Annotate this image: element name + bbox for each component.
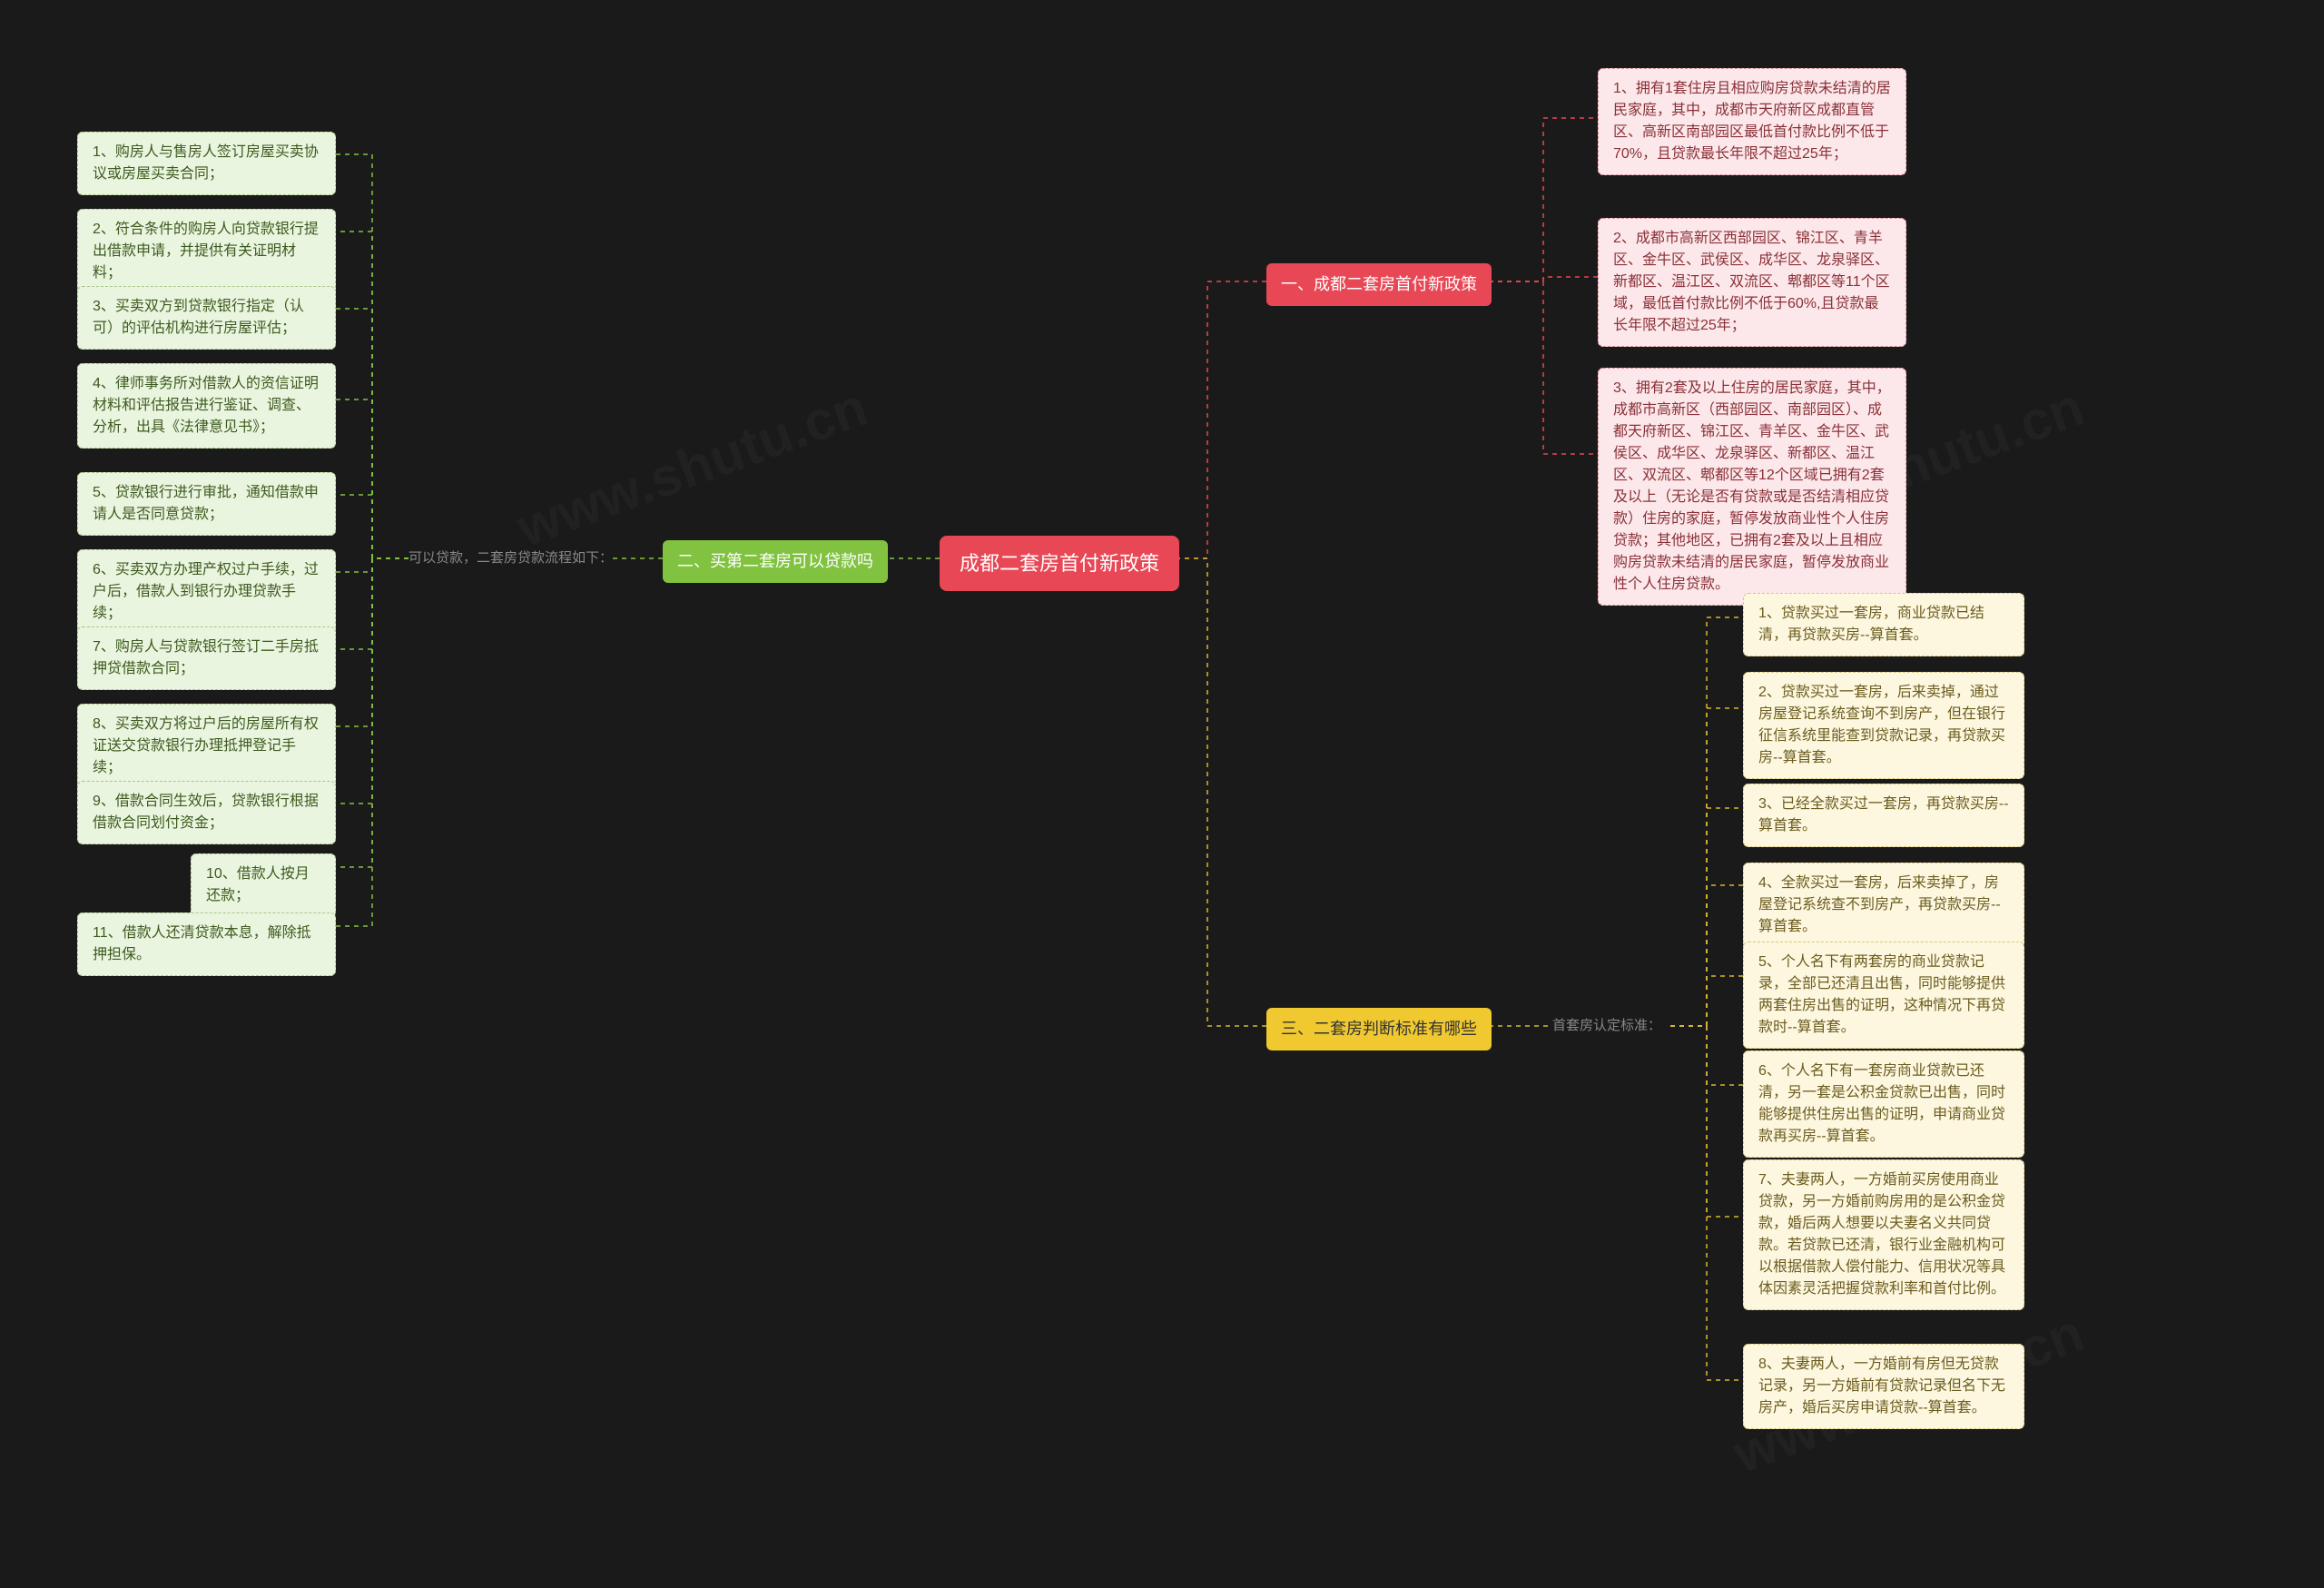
branch-2-leaf-10[interactable]: 10、借款人按月还款； [191, 853, 336, 917]
mindmap-root[interactable]: 成都二套房首付新政策 [940, 536, 1179, 591]
branch-3-leaf-4[interactable]: 4、全款买过一套房，后来卖掉了，房屋登记系统查不到房产，再贷款买房--算首套。 [1743, 863, 2024, 948]
branch-3-leaf-1[interactable]: 1、贷款买过一套房，商业贷款已结清，再贷款买房--算首套。 [1743, 593, 2024, 656]
branch-2-leaf-7[interactable]: 7、购房人与贷款银行签订二手房抵押贷借款合同； [77, 626, 336, 690]
branch-3-leaf-6[interactable]: 6、个人名下有一套房商业贷款已还清，另一套是公积金贷款已出售，同时能够提供住房出… [1743, 1050, 2024, 1158]
branch-2-sublabel: 可以贷款，二套房贷款流程如下： [409, 547, 613, 567]
branch-3-leaf-8[interactable]: 8、夫妻两人，一方婚前有房但无贷款记录，另一方婚前有贷款记录但名下无房产，婚后买… [1743, 1344, 2024, 1429]
branch-1-leaf-2[interactable]: 2、成都市高新区西部园区、锦江区、青羊区、金牛区、武侯区、成华区、龙泉驿区、新都… [1598, 218, 1906, 347]
branch-2-leaf-6[interactable]: 6、买卖双方办理产权过户手续，过户后，借款人到银行办理贷款手续； [77, 549, 336, 635]
branch-1[interactable]: 一、成都二套房首付新政策 [1266, 263, 1492, 306]
branch-3[interactable]: 三、二套房判断标准有哪些 [1266, 1008, 1492, 1050]
branch-2[interactable]: 二、买第二套房可以贷款吗 [663, 540, 888, 583]
branch-2-leaf-11[interactable]: 11、借款人还清贷款本息，解除抵押担保。 [77, 912, 336, 976]
branch-3-leaf-2[interactable]: 2、贷款买过一套房，后来卖掉，通过房屋登记系统查询不到房产，但在银行征信系统里能… [1743, 672, 2024, 779]
branch-3-leaf-5[interactable]: 5、个人名下有两套房的商业贷款记录，全部已还清且出售，同时能够提供两套住房出售的… [1743, 942, 2024, 1049]
branch-1-leaf-3[interactable]: 3、拥有2套及以上住房的居民家庭，其中，成都市高新区（西部园区、南部园区）、成都… [1598, 368, 1906, 606]
branch-2-leaf-4[interactable]: 4、律师事务所对借款人的资信证明材料和评估报告进行鉴证、调查、分析，出具《法律意… [77, 363, 336, 449]
branch-2-leaf-9[interactable]: 9、借款合同生效后，贷款银行根据借款合同划付资金； [77, 781, 336, 844]
branch-1-leaf-1[interactable]: 1、拥有1套住房且相应购房贷款未结清的居民家庭，其中，成都市天府新区成都直管区、… [1598, 68, 1906, 175]
branch-2-leaf-1[interactable]: 1、购房人与售房人签订房屋买卖协议或房屋买卖合同； [77, 132, 336, 195]
branch-3-leaf-7[interactable]: 7、夫妻两人，一方婚前买房使用商业贷款，另一方婚前购房用的是公积金贷款，婚后两人… [1743, 1159, 2024, 1310]
branch-2-leaf-8[interactable]: 8、买卖双方将过户后的房屋所有权证送交贷款银行办理抵押登记手续； [77, 704, 336, 789]
branch-2-leaf-3[interactable]: 3、买卖双方到贷款银行指定（认可）的评估机构进行房屋评估； [77, 286, 336, 350]
watermark: www.shutu.cn [508, 375, 875, 559]
branch-3-sublabel: 首套房认定标准： [1552, 1015, 1661, 1034]
branch-2-leaf-5[interactable]: 5、贷款银行进行审批，通知借款申请人是否同意贷款； [77, 472, 336, 536]
branch-3-leaf-3[interactable]: 3、已经全款买过一套房，再贷款买房--算首套。 [1743, 784, 2024, 847]
branch-2-leaf-2[interactable]: 2、符合条件的购房人向贷款银行提出借款申请，并提供有关证明材料； [77, 209, 336, 294]
